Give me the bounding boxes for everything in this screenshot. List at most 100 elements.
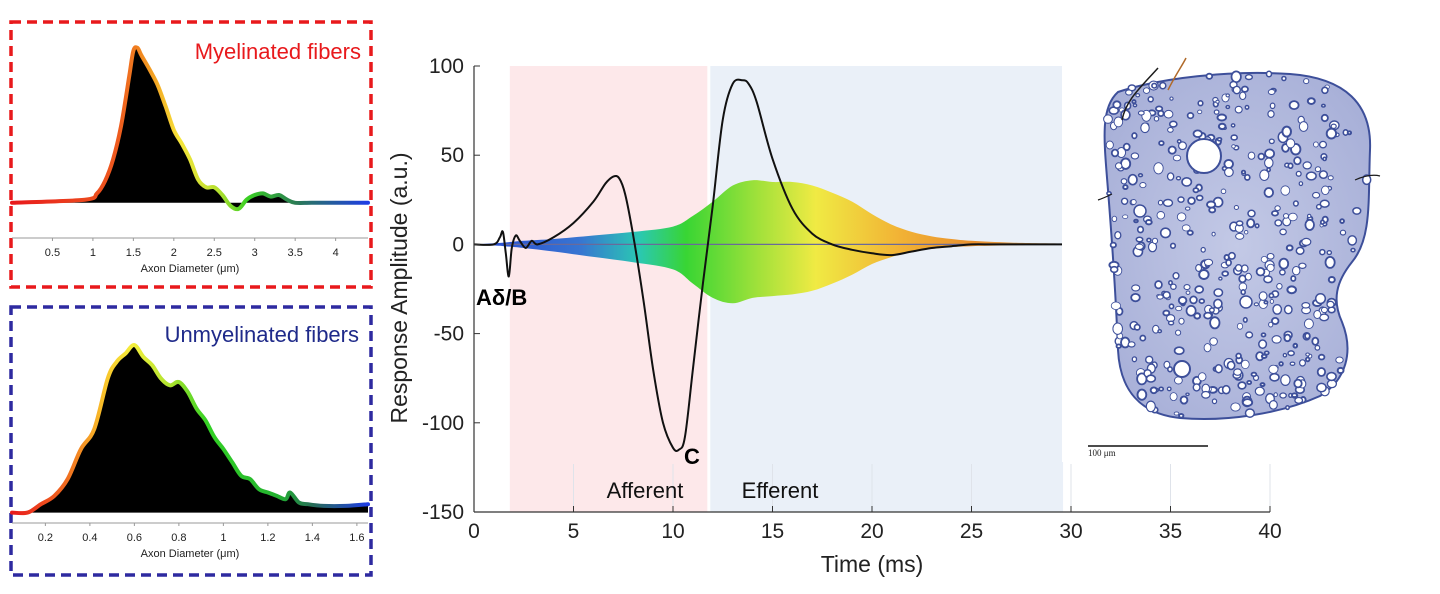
- histogram-outline: [10, 343, 370, 516]
- x-tick-label: 1.4: [305, 532, 320, 544]
- axon-profile: [1137, 173, 1144, 178]
- axon-profile: [1305, 352, 1310, 357]
- axon-profile: [1285, 405, 1290, 411]
- axon-profile: [1260, 353, 1268, 359]
- axon-profile: [1203, 258, 1214, 266]
- axon-profile: [1159, 81, 1167, 90]
- axon-profile: [1213, 288, 1224, 298]
- axon-profile: [1313, 141, 1319, 148]
- axon-profile: [1214, 363, 1223, 374]
- scale-bar-label: 100 μm: [1088, 448, 1116, 458]
- axon-profile: [1135, 236, 1144, 243]
- axon-profile: [1185, 392, 1190, 397]
- axon-profile: [1232, 85, 1241, 95]
- axon-profile: [1313, 310, 1322, 319]
- axon-profile: [1154, 280, 1163, 290]
- axon-profile: [1291, 392, 1298, 399]
- axon-profile: [1292, 266, 1301, 276]
- axon-profile: [1181, 224, 1191, 232]
- axon-profile: [1217, 122, 1227, 131]
- axon-profile: [1181, 176, 1193, 187]
- axon-profile: [1198, 269, 1210, 280]
- axon-profile: [1245, 331, 1254, 339]
- axon-profile: [1186, 112, 1195, 120]
- y-axis-label: Response Amplitude (a.u.): [386, 152, 412, 423]
- axon-profile: [1268, 321, 1274, 328]
- unmyelinated-histogram: 0.2 0.4 0.6 0.8 1 1.2 1.4 1.6 Axon Diameter (μm): [10, 343, 370, 560]
- axon-profile: [1159, 227, 1172, 239]
- axon-profile: [1211, 398, 1218, 405]
- axon-profile: [1255, 267, 1266, 277]
- axon-profile: [1153, 162, 1164, 175]
- axon-profile: [1192, 129, 1203, 138]
- axon-profile: [1298, 359, 1306, 367]
- axon-profile: [1292, 200, 1299, 207]
- x-tick-label: 3.5: [288, 247, 303, 259]
- axon-profile: [1280, 185, 1291, 196]
- axon-profile: [1326, 371, 1337, 382]
- axon-profile: [1221, 384, 1231, 395]
- axon-profile: [1110, 301, 1122, 310]
- axon-profile: [1158, 386, 1165, 392]
- axon-profile: [1282, 352, 1288, 358]
- axon-profile: [1176, 139, 1182, 144]
- axon-profile: [1269, 372, 1280, 382]
- axon-profile: [1185, 290, 1191, 295]
- axon-profile: [1240, 85, 1249, 93]
- x-tick-label: 2: [171, 247, 177, 259]
- axon-profile: [1131, 356, 1138, 363]
- axon-profile: [1315, 203, 1322, 210]
- fiber-contribution-envelope: [474, 180, 1063, 304]
- axon-profile: [1318, 170, 1329, 180]
- nerve-cross-section-image: 100 μm: [1062, 50, 1420, 462]
- region-label-efferent: Efferent: [742, 478, 819, 503]
- axon-profile: [1223, 253, 1230, 261]
- axon-profile: [1197, 109, 1203, 115]
- axon-profile: [1131, 132, 1138, 140]
- axon-profile: [1103, 114, 1113, 124]
- axon-profile: [1235, 232, 1245, 240]
- axon-profile: [1221, 270, 1229, 277]
- axon-profile: [1295, 246, 1305, 255]
- axon-profile: [1350, 247, 1356, 253]
- axon-profile: [1139, 334, 1147, 342]
- axon-profile: [1244, 408, 1256, 418]
- axon-profile: [1177, 196, 1185, 203]
- axon-profile: [1167, 366, 1174, 373]
- axon-profile: [1234, 105, 1243, 114]
- axon-profile: [1216, 136, 1223, 142]
- x-tick-label: 1.5: [126, 247, 141, 259]
- y-tick-label: 100: [429, 55, 464, 78]
- axon-profile: [1236, 322, 1244, 330]
- axon-profile: [1244, 73, 1254, 81]
- axon-profile: [1115, 343, 1122, 349]
- axon-profile: [1195, 194, 1204, 202]
- axon-profile: [1198, 298, 1206, 304]
- axon-profile: [1263, 275, 1273, 284]
- axon-profile: [1281, 125, 1292, 138]
- axon-profile: [1271, 210, 1280, 217]
- axon-profile: [1311, 336, 1320, 346]
- axon-profile: [1189, 295, 1198, 305]
- axon-profile: [1158, 140, 1165, 147]
- axon-profile: [1109, 265, 1119, 274]
- axon-profile: [1156, 294, 1164, 300]
- axon-profile: [1184, 206, 1191, 211]
- axon-profile: [1230, 402, 1241, 412]
- axon-profile: [1172, 271, 1180, 280]
- axon-profile: [1305, 171, 1317, 181]
- x-tick-label: 0.6: [127, 532, 142, 544]
- axon-profile: [1352, 206, 1362, 215]
- axon-profile: [1265, 70, 1273, 78]
- axon-profile: [1122, 184, 1129, 191]
- axon-profile: [1266, 252, 1275, 260]
- axon-profile: [1264, 157, 1274, 169]
- axon-profile: [1259, 169, 1270, 182]
- axon-profile: [1267, 109, 1275, 118]
- axon-profile: [1187, 196, 1196, 205]
- axon-profile: [1257, 152, 1266, 161]
- axon-profile: [1264, 148, 1275, 159]
- axon-profile: [1281, 75, 1287, 82]
- axon-profile: [1247, 151, 1256, 160]
